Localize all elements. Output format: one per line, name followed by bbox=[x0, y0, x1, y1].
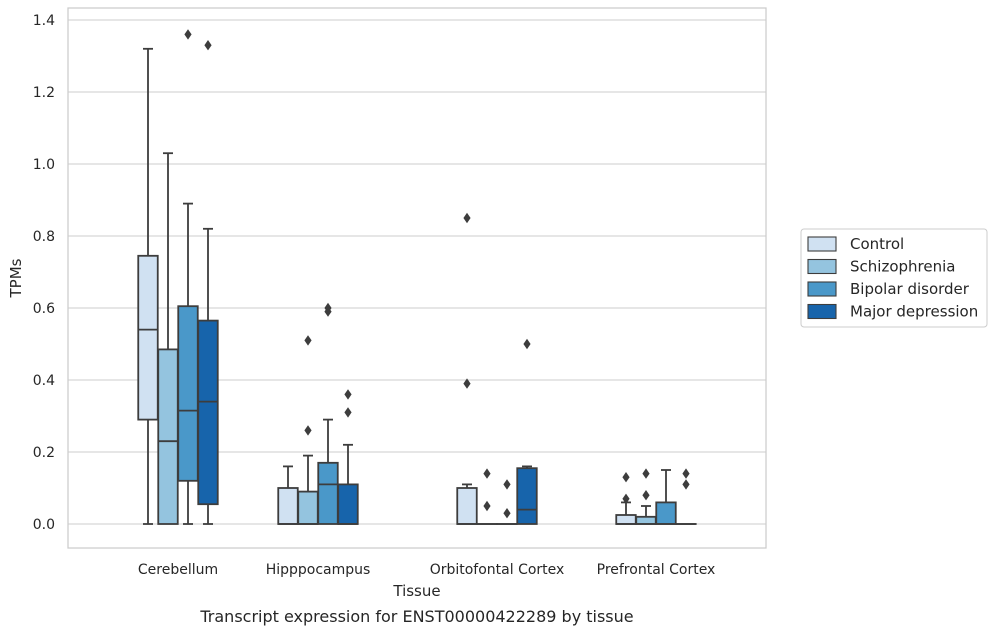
box-major-depression bbox=[516, 338, 538, 525]
iqr-box bbox=[317, 461, 339, 525]
legend-label: Major depression bbox=[850, 303, 978, 321]
outlier-point bbox=[682, 479, 690, 490]
iqr-box bbox=[655, 501, 677, 525]
iqr-box bbox=[635, 515, 657, 525]
legend-frame bbox=[800, 228, 988, 328]
figure-caption: Transcript expression for ENST0000042228… bbox=[199, 607, 633, 626]
outlier-point bbox=[642, 490, 650, 501]
x-tick-label: Cerebellum bbox=[138, 562, 218, 578]
y-tick-label: 0.4 bbox=[33, 373, 55, 389]
legend-label: Control bbox=[850, 235, 904, 253]
x-tick-label: Orbitofontal Cortex bbox=[430, 562, 565, 578]
outlier-point bbox=[622, 493, 630, 504]
x-tick-label: Prefrontal Cortex bbox=[597, 562, 716, 578]
y-tick-label: 1.2 bbox=[33, 85, 55, 101]
y-axis-label: TPMs bbox=[7, 258, 25, 298]
y-tick-label: 0.2 bbox=[33, 445, 55, 461]
iqr-box bbox=[177, 305, 199, 482]
y-tick-label: 1.4 bbox=[33, 13, 55, 29]
iqr-box bbox=[277, 487, 299, 525]
box-control bbox=[456, 212, 478, 525]
y-tick-label: 0.6 bbox=[33, 301, 55, 317]
box-schizophrenia bbox=[297, 335, 319, 525]
y-tick-label: 0.8 bbox=[33, 229, 55, 245]
box-control bbox=[277, 465, 299, 525]
iqr-box bbox=[157, 348, 179, 525]
outlier-point bbox=[304, 335, 312, 346]
y-tick-label: 1.0 bbox=[33, 157, 55, 173]
box-schizophrenia bbox=[635, 468, 657, 525]
x-axis-label: Tissue bbox=[392, 582, 440, 600]
iqr-box bbox=[456, 487, 478, 525]
box-bipolar-disorder bbox=[317, 302, 339, 525]
iqr-box bbox=[137, 254, 159, 421]
box-plots bbox=[137, 29, 697, 525]
box-major-depression bbox=[675, 468, 697, 525]
box-bipolar-disorder bbox=[177, 29, 199, 525]
outlier-point bbox=[344, 407, 352, 418]
outlier-point bbox=[483, 468, 491, 479]
outlier-point bbox=[622, 472, 630, 483]
box-control bbox=[615, 472, 637, 525]
x-tick-label: Hipppocampus bbox=[266, 562, 371, 578]
box-schizophrenia bbox=[476, 468, 498, 525]
outlier-point bbox=[184, 29, 192, 40]
legend-swatch bbox=[807, 281, 837, 297]
outlier-point bbox=[682, 468, 690, 479]
legend-label: Schizophrenia bbox=[850, 258, 955, 276]
outlier-point bbox=[503, 479, 511, 490]
legend: Control Schizophrenia Bipolar disorder Majo… bbox=[800, 228, 988, 328]
iqr-box bbox=[516, 467, 538, 525]
box-schizophrenia bbox=[157, 152, 179, 525]
y-tick-label: 0.0 bbox=[33, 517, 55, 533]
box-control bbox=[137, 47, 159, 525]
iqr-box bbox=[337, 483, 359, 525]
outlier-point bbox=[344, 389, 352, 400]
outlier-point bbox=[483, 500, 491, 512]
iqr-box bbox=[615, 514, 637, 525]
box-bipolar-disorder bbox=[496, 479, 518, 525]
box-bipolar-disorder bbox=[655, 469, 677, 525]
legend-label: Bipolar disorder bbox=[850, 280, 970, 298]
y-tick-labels: 0.0 0.2 0.4 0.6 0.8 1.0 1.2 1.4 bbox=[33, 13, 55, 533]
outlier-point bbox=[642, 468, 650, 479]
outlier-point bbox=[503, 508, 511, 519]
legend-swatch bbox=[807, 303, 837, 320]
legend-swatch bbox=[807, 236, 837, 252]
legend-swatch bbox=[807, 258, 837, 275]
outlier-point bbox=[204, 40, 212, 51]
outlier-point bbox=[463, 378, 471, 389]
plot-frame bbox=[67, 7, 767, 549]
outlier-point bbox=[324, 302, 332, 314]
iqr-box bbox=[297, 490, 319, 525]
box-major-depression bbox=[197, 40, 219, 525]
outlier-point bbox=[523, 338, 531, 350]
outlier-point bbox=[463, 212, 471, 224]
outlier-point bbox=[304, 425, 312, 436]
x-tick-labels: Cerebellum Hipppocampus Orbitofontal Corte… bbox=[138, 562, 715, 578]
iqr-box bbox=[197, 319, 219, 506]
box-major-depression bbox=[337, 389, 359, 525]
